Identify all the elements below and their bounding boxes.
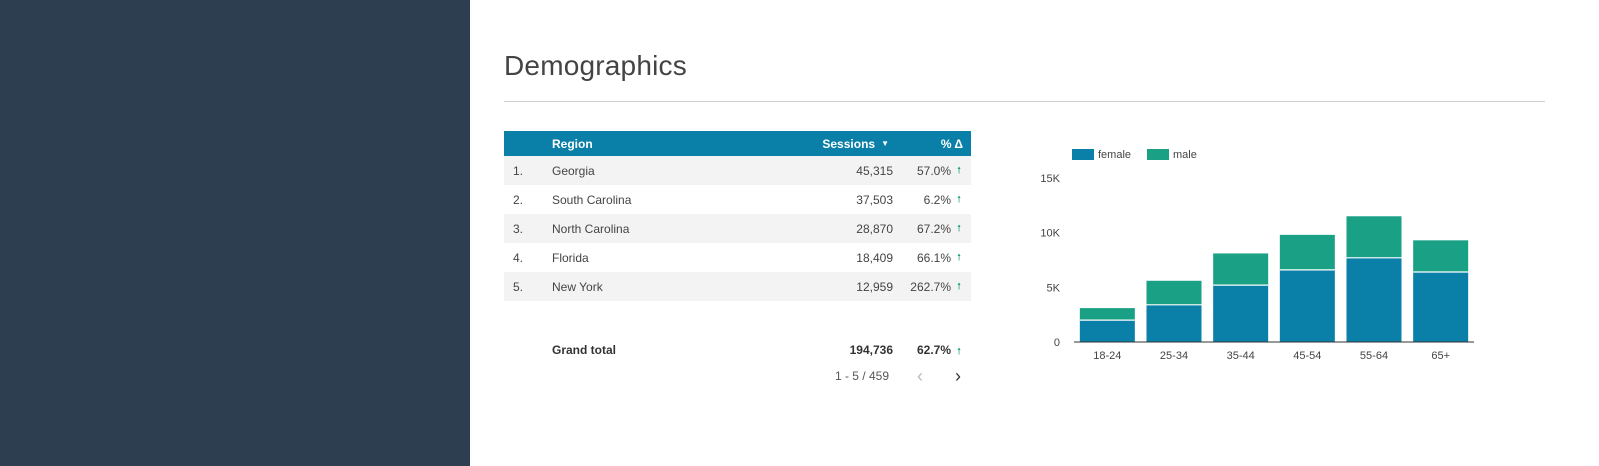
chevron-right-icon[interactable]: › (955, 366, 961, 386)
grand-total-row: Grand total 194,736 62.7% 🠕 (504, 339, 971, 361)
pager-range: 1 - 5 / 459 (834, 369, 889, 383)
row-pct-change: 57.0% (916, 163, 951, 178)
row-sessions: 28,870 (856, 221, 893, 236)
table-row[interactable]: 5. New York 12,959 262.7% 🠕 (504, 272, 971, 301)
row-index: 2. (513, 192, 524, 207)
legend-label-female: female (1098, 149, 1131, 161)
legend-swatch-female (1072, 149, 1094, 160)
bar-male-18-24[interactable] (1079, 308, 1135, 321)
bar-male-25-34[interactable] (1146, 280, 1202, 305)
table-pager: 1 - 5 / 459 ‹ › (504, 366, 971, 386)
pct-change-column-header[interactable]: % Δ (940, 136, 963, 151)
row-sessions: 37,503 (856, 192, 893, 207)
x-tick-label: 45-54 (1293, 350, 1321, 362)
row-region: Georgia (552, 163, 595, 178)
bar-female-65+[interactable] (1413, 272, 1469, 342)
arrow-up-icon: 🠕 (957, 164, 961, 175)
row-region: North Carolina (552, 221, 630, 236)
table-header: Region Sessions ▼ % Δ (504, 131, 971, 156)
sidebar-panel (0, 0, 470, 466)
row-pct-change: 66.1% (916, 250, 951, 265)
table-body: 1. Georgia 45,315 57.0% 🠕 2. South Carolina 37,… (504, 156, 971, 301)
x-tick-label: 35-44 (1227, 350, 1255, 362)
x-tick-label: 18-24 (1093, 350, 1121, 362)
arrow-up-icon: 🠕 (957, 280, 961, 291)
arrow-up-icon: 🠕 (957, 346, 961, 356)
legend-swatch-male (1147, 149, 1169, 160)
row-sessions: 18,409 (856, 250, 893, 265)
table-row[interactable]: 4. Florida 18,409 66.1% 🠕 (504, 243, 971, 272)
y-tick-label: 0 (1054, 337, 1060, 349)
table-row[interactable]: 2. South Carolina 37,503 6.2% 🠕 (504, 185, 971, 214)
title-divider (504, 101, 1545, 102)
stacked-bar-chart: female male 0 5K 10K 15K 18-24 25-34 35-44 45-54 5… (1040, 149, 1474, 362)
row-sessions: 12,959 (856, 279, 893, 294)
legend-label-male: male (1173, 149, 1197, 161)
row-pct-change: 67.2% (916, 221, 951, 236)
bar-male-55-64[interactable] (1346, 216, 1402, 258)
row-pct-change: 262.7% (910, 279, 951, 294)
region-sessions-table: Region Sessions ▼ % Δ 1. Georgia 45,315 57.… (504, 131, 971, 301)
grand-total-sessions: 194,736 (849, 343, 893, 357)
row-index: 1. (513, 163, 524, 178)
grand-total-pct: 62.7% (916, 343, 951, 357)
arrow-up-icon: 🠕 (957, 222, 961, 233)
bar-female-18-24[interactable] (1079, 320, 1135, 342)
chevron-left-icon[interactable]: ‹ (917, 366, 923, 386)
bar-male-45-54[interactable] (1279, 234, 1335, 270)
y-tick-label: 5K (1047, 282, 1061, 294)
row-index: 4. (513, 250, 524, 265)
row-index: 3. (513, 221, 524, 236)
row-index: 5. (513, 279, 524, 294)
region-column-header[interactable]: Region (552, 136, 593, 151)
row-pct-change: 6.2% (923, 192, 951, 207)
x-tick-label: 65+ (1431, 350, 1450, 362)
x-tick-label: 25-34 (1160, 350, 1188, 362)
bar-male-65+[interactable] (1413, 240, 1469, 273)
bar-female-35-44[interactable] (1213, 285, 1269, 342)
grand-total-label: Grand total (552, 343, 617, 357)
row-region: New York (552, 279, 603, 294)
age-gender-chart: female male 0 5K 10K 15K 18-24 25-34 35-44 45-54 5… (1040, 140, 1520, 380)
row-sessions: 45,315 (856, 163, 893, 178)
sessions-column-label: Sessions (822, 136, 876, 151)
bar-female-25-34[interactable] (1146, 304, 1202, 342)
table-row[interactable]: 3. North Carolina 28,870 67.2% 🠕 (504, 214, 971, 243)
arrow-up-icon: 🠕 (957, 193, 961, 204)
x-tick-label: 55-64 (1360, 350, 1388, 362)
y-tick-label: 15K (1040, 173, 1060, 185)
row-region: South Carolina (552, 192, 632, 207)
page-title: Demographics (504, 50, 687, 81)
bar-male-35-44[interactable] (1213, 253, 1269, 286)
bar-female-55-64[interactable] (1346, 257, 1402, 342)
row-region: Florida (552, 250, 589, 265)
table-row[interactable]: 1. Georgia 45,315 57.0% 🠕 (504, 156, 971, 185)
bar-female-45-54[interactable] (1279, 269, 1335, 342)
sessions-column-header[interactable]: Sessions ▼ (822, 137, 889, 151)
caret-down-icon: ▼ (881, 139, 889, 148)
y-tick-label: 10K (1040, 228, 1060, 240)
arrow-up-icon: 🠕 (957, 251, 961, 262)
